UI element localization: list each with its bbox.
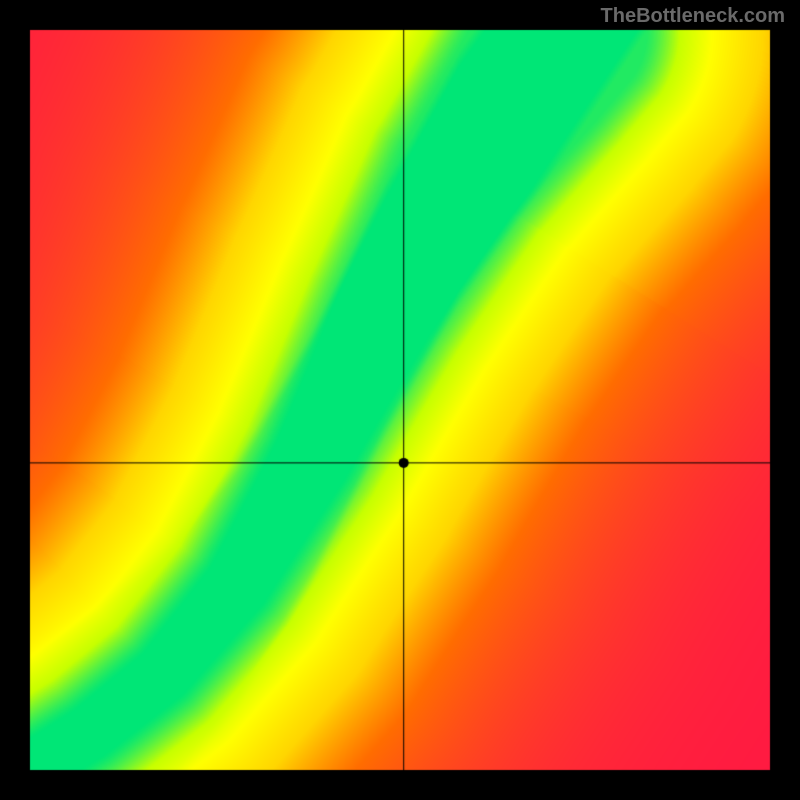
chart-container: TheBottleneck.com: [0, 0, 800, 800]
watermark-text: TheBottleneck.com: [601, 5, 785, 28]
heatmap-canvas: [0, 0, 800, 800]
